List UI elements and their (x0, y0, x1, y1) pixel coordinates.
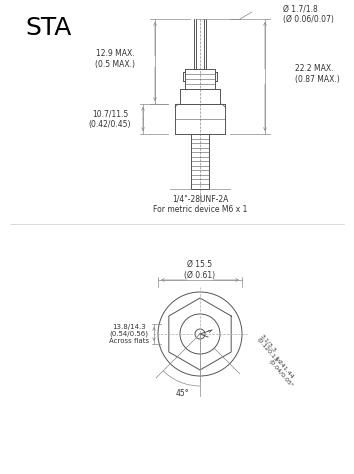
Text: 10.7/11.5
(0.42/0.45): 10.7/11.5 (0.42/0.45) (89, 109, 131, 129)
Text: Ø 15.5
(Ø 0.61): Ø 15.5 (Ø 0.61) (184, 260, 216, 280)
Text: STA: STA (25, 16, 72, 40)
Text: 3.1/3.3
(0.120.13": 3.1/3.3 (0.120.13" (255, 333, 284, 365)
Text: 1.241.44
(0.04/0.05": 1.241.44 (0.04/0.05" (268, 355, 299, 389)
Text: 22.2 MAX.
(0.87 MAX.): 22.2 MAX. (0.87 MAX.) (295, 64, 340, 84)
Text: Ø 1.7/1.8
(Ø 0.06/0.07): Ø 1.7/1.8 (Ø 0.06/0.07) (283, 4, 334, 24)
Text: 1/4"-28UNF-2A
For metric device M6 x 1: 1/4"-28UNF-2A For metric device M6 x 1 (153, 194, 247, 214)
Text: 13.8/14.3
(0.54/0.56)
Across flats: 13.8/14.3 (0.54/0.56) Across flats (109, 324, 149, 344)
Text: 12.9 MAX.
(0.5 MAX.): 12.9 MAX. (0.5 MAX.) (95, 49, 135, 69)
Text: 45°: 45° (175, 390, 189, 399)
